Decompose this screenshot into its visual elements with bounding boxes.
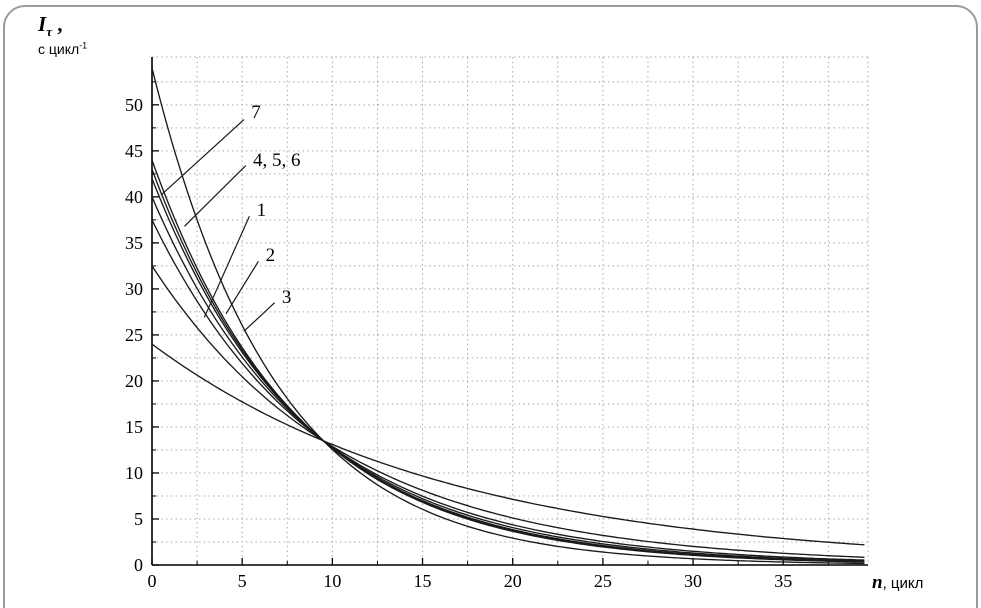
y-axis-units: с цикл-1 [38, 40, 88, 57]
x-tick-label: 15 [414, 571, 432, 591]
y-tick-label: 20 [125, 371, 143, 391]
x-tick-label: 25 [594, 571, 612, 591]
x-tick-label: 30 [684, 571, 702, 591]
y-tick-label: 10 [125, 463, 143, 483]
curve-unlabeled [152, 343, 865, 546]
curve-5 [152, 169, 865, 563]
x-tick-label: 5 [238, 571, 247, 591]
x-tick-label: 10 [323, 571, 341, 591]
curve-label-line-7 [160, 119, 245, 196]
curve-2 [152, 219, 865, 561]
x-axis-title: n, цикл [872, 572, 923, 594]
y-tick-label: 25 [125, 325, 143, 345]
x-tick-label: 20 [504, 571, 522, 591]
curve-3 [152, 265, 865, 558]
curve-label-456: 4, 5, 6 [253, 150, 301, 171]
curve-label-line-456 [184, 165, 247, 227]
y-axis-symbol: Iτ , [38, 12, 63, 40]
curve-4 [152, 178, 865, 563]
curve-label-7: 7 [251, 102, 261, 123]
x-tick-label: 35 [774, 571, 792, 591]
curve-label-line-3 [243, 302, 276, 332]
x-axis-units: , цикл [882, 575, 924, 592]
y-tick-label: 40 [125, 187, 143, 207]
curves-group [152, 67, 865, 565]
y-tick-label: 0 [134, 555, 143, 575]
x-axis-symbol: n [872, 572, 883, 593]
y-tick-label: 5 [134, 509, 143, 529]
curve-7 [152, 67, 865, 565]
curve-1 [152, 196, 865, 562]
curve-label-line-1 [203, 215, 250, 318]
y-tick-label: 15 [125, 417, 143, 437]
curve-label-2: 2 [266, 245, 276, 266]
y-axis-title: Iτ , с цикл-1 [38, 12, 87, 59]
y-tick-label: 45 [125, 141, 143, 161]
curve-label-3: 3 [282, 287, 292, 308]
curve-label-line-2 [225, 260, 259, 315]
x-tick-label: 0 [148, 571, 157, 591]
y-tick-label: 35 [125, 233, 143, 253]
curve-label-1: 1 [257, 200, 267, 221]
y-tick-label: 50 [125, 95, 143, 115]
y-tick-label: 30 [125, 279, 143, 299]
